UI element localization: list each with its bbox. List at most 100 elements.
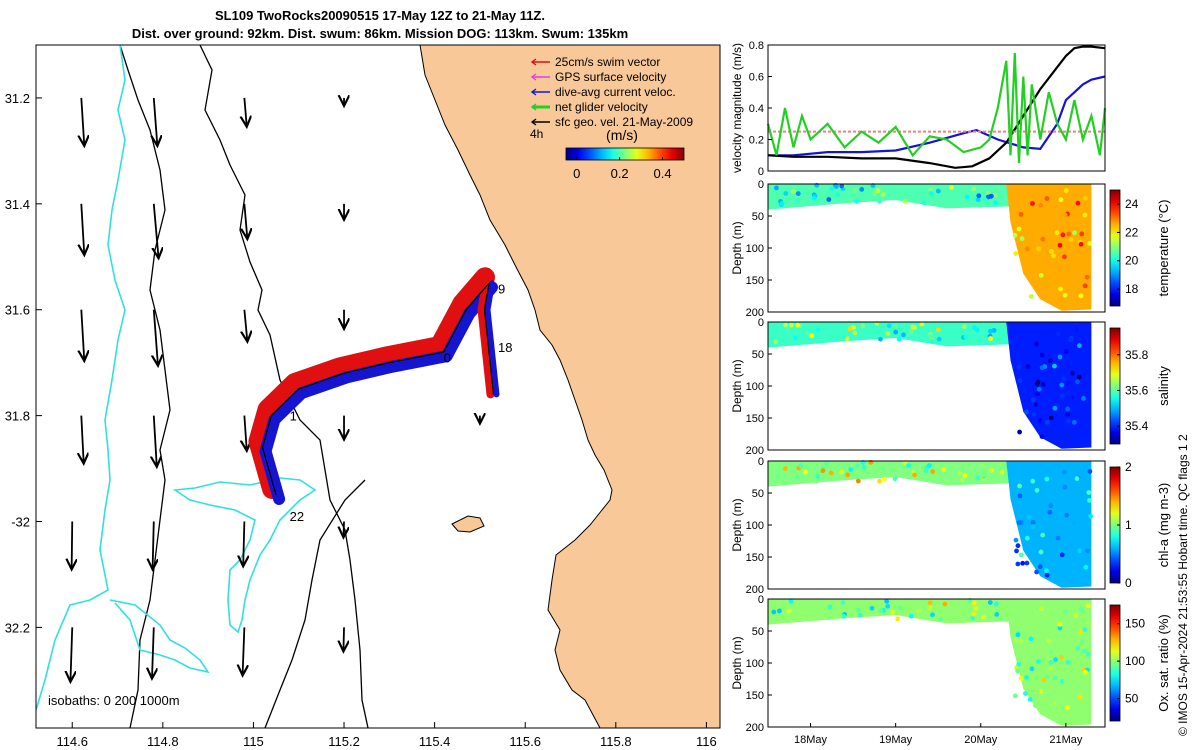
section-deep-field [1006,322,1092,449]
section-data-point [980,614,986,620]
section-data-point [1065,411,1071,417]
section-data-point [1062,484,1068,490]
section-data-point [1058,286,1063,292]
section-data-point [1013,251,1019,256]
section-data-point [963,334,969,339]
section-data-point [833,184,839,189]
section-data-point [1015,543,1021,549]
section-data-point [1047,358,1053,364]
glider-track-line-return [483,283,495,395]
depth-axis-label: Depth (m) [730,498,744,551]
section-data-point [1078,629,1084,635]
section-data-point [828,470,834,476]
section-data-point [1037,417,1043,423]
section-data-point [881,476,887,482]
section-data-point [971,611,977,617]
section-data-point [1036,246,1041,252]
section-data-point [936,336,942,342]
section-data-point [1077,548,1083,554]
section-data-point [1076,374,1082,380]
section-data-point [826,197,832,202]
section-data-point [795,475,801,481]
map-y-ticks: 31.2 31.4 31.6 31.8 -32 32.2 [5,91,42,635]
section-data-point [975,475,981,481]
section-data-point [853,187,858,193]
section-data-point [1080,638,1085,644]
section-data-point [1088,513,1094,519]
section-data-point [848,197,853,203]
depth-tick-label: 0 [758,317,764,329]
section-data-point [790,189,796,194]
section-data-point [1046,655,1051,661]
section-data-point [854,199,860,204]
section-data-point [1081,396,1086,401]
section-data-point [936,599,942,605]
section-data-point [1014,548,1019,554]
section-data-point [1036,659,1041,664]
section-data-point [1038,549,1044,555]
section-data-point [1013,637,1019,642]
section-data-point [1047,509,1053,515]
section-data-point [930,469,936,474]
geo-velocity-arrow [244,415,246,451]
section-data-point [987,600,993,605]
section-data-point [971,186,976,192]
colorbar-tick-label: 24 [1125,197,1139,211]
section-data-point [1039,606,1044,612]
section-data-point [885,603,891,609]
legend-note: 4h [530,127,543,141]
section-data-point [1059,393,1065,399]
current-vector-band [259,281,498,505]
section-data-point [1057,242,1063,248]
map-y-tick-label: 31.4 [5,197,30,212]
section-data-point [1065,406,1071,412]
section-data-point [906,463,911,469]
section-data-point [1039,365,1045,371]
section-data-point [1033,703,1038,709]
section-data-point [1024,535,1030,541]
section-data-point [1017,429,1023,435]
velocity-y-tick-label: 0.8 [749,40,764,52]
section-data-point [912,472,918,478]
geo-velocity-arrow [243,627,245,675]
section-data-point [1026,514,1032,520]
section-data-point [989,467,995,473]
depth-tick-label: 150 [746,552,764,564]
section-data-point [1038,272,1044,278]
section-data-point [1064,512,1070,518]
section-data-point [1046,638,1052,644]
map-y-tick-label: 32.2 [5,620,30,635]
section-data-point [1059,552,1065,558]
section-data-point [786,608,792,614]
colorbar-tick-label: 20 [1125,254,1139,268]
map-x-tick-label: 115.2 [328,734,360,749]
copyright-note: © IMOS 15-Apr-2024 21:53:55 Hobart time.… [1176,434,1190,736]
section-data-point [779,201,785,206]
figure-title: SL109 TwoRocks20090515 17-May 12Z to 21-… [215,8,545,23]
section-data-point [788,598,794,604]
section-data-point [976,193,982,199]
section-data-point [1033,547,1039,552]
depth-tick-label: 100 [746,243,764,255]
section-data-point [988,336,994,341]
depth-tick-label: 50 [752,349,764,361]
geo-velocity-arrow [81,203,84,255]
land-mass [419,45,720,728]
section-data-point [880,192,886,197]
section-data-point [794,199,800,205]
isobath-0m-shelf [199,45,369,728]
section-data-point [1016,364,1022,370]
section-data-point [1085,603,1091,608]
colorbar-tick-label: 0.2 [611,166,629,181]
section-data-point [921,200,927,206]
map-x-tick-label: 116 [696,734,717,749]
section-data-point [1083,669,1088,675]
track-labels: 9 18 0 1 22 [290,282,513,525]
section-data-point [972,195,977,201]
legend-entry: net glider velocity [555,100,648,114]
section-data-point [1085,651,1091,657]
section-data-point [1057,625,1063,631]
section-data-point [1062,292,1068,298]
track-time-label: 0 [444,350,451,365]
section-data-point [795,191,801,197]
